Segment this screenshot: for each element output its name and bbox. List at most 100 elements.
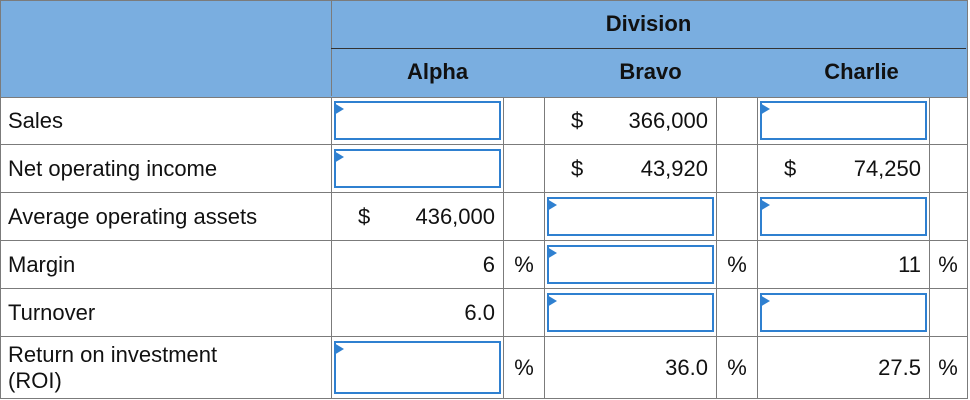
unit-cell [503, 193, 544, 240]
unit-cell: % [716, 337, 757, 398]
unit-cell [716, 289, 757, 336]
alpha-input[interactable] [334, 101, 501, 140]
currency-symbol: $ [571, 155, 584, 181]
table-row: Net operating income $43,920 $74,250 [0, 145, 968, 193]
unit-cell [716, 97, 757, 144]
currency-symbol: $ [571, 107, 584, 133]
percent-sign: % [514, 251, 534, 277]
currency-symbol: $ [784, 155, 797, 181]
alpha-input[interactable] [334, 341, 501, 394]
percent-sign [717, 193, 757, 240]
value: 74,250 [853, 155, 921, 181]
percent-sign [504, 97, 544, 144]
unit-cell: % [929, 241, 966, 288]
charlie-input[interactable] [760, 293, 927, 332]
table-row: Return on investment (ROI)% 36.0% 27.5% [0, 337, 968, 399]
charlie-cell: 11 [757, 241, 929, 288]
table-row: Margin 6%% 11% [0, 241, 968, 289]
alpha-input[interactable] [334, 149, 501, 188]
table-header [0, 0, 968, 98]
charlie-cell[interactable] [757, 193, 929, 240]
charlie-cell[interactable] [757, 97, 929, 144]
alpha-cell[interactable] [331, 97, 503, 144]
table-row: Turnover 6.0 [0, 289, 968, 337]
percent-sign: % [938, 251, 958, 277]
percent-sign: % [514, 354, 534, 380]
percent-sign [930, 193, 966, 240]
row-label: Net operating income [0, 145, 323, 192]
unit-cell [503, 145, 544, 192]
unit-cell [716, 145, 757, 192]
charlie-input[interactable] [760, 197, 927, 236]
value: 36.0 [665, 354, 708, 380]
row-border [967, 145, 968, 192]
unit-cell [503, 289, 544, 336]
bravo-cell: $366,000 [544, 97, 716, 144]
row-border [967, 97, 968, 144]
row-label: Sales [0, 97, 323, 144]
percent-sign [930, 145, 966, 192]
row-border [967, 289, 968, 336]
percent-sign [717, 97, 757, 144]
row-label: Average operating assets [0, 193, 323, 240]
unit-cell: % [716, 241, 757, 288]
unit-cell: % [503, 241, 544, 288]
charlie-cell: 27.5 [757, 337, 929, 398]
percent-sign [504, 145, 544, 192]
percent-sign [930, 97, 966, 144]
alpha-cell: 6 [331, 241, 503, 288]
unit-cell [716, 193, 757, 240]
column-alpha: Alpha [406, 59, 469, 84]
value: 43,920 [640, 155, 708, 181]
row-label: Turnover [0, 289, 323, 336]
charlie-input[interactable] [760, 101, 927, 140]
value: 6 [482, 251, 495, 277]
bravo-cell[interactable] [544, 289, 716, 336]
alpha-cell[interactable] [331, 337, 503, 398]
bravo-cell: $43,920 [544, 145, 716, 192]
charlie-cell: $74,250 [757, 145, 929, 192]
column-charlie: Charlie [824, 59, 899, 84]
row-label: Return on investment (ROI) [0, 337, 323, 398]
unit-cell [929, 289, 966, 336]
bravo-input[interactable] [547, 197, 714, 236]
row-border [967, 193, 968, 240]
value: 6.0 [464, 299, 495, 325]
row-border [967, 241, 968, 288]
unit-cell [503, 97, 544, 144]
percent-sign [717, 145, 757, 192]
table-row: Sales $366,000 [0, 97, 968, 145]
row-label: Margin [0, 241, 323, 288]
unit-cell: % [503, 337, 544, 398]
percent-sign [504, 193, 544, 240]
table-row: Average operating assets $436,000 [0, 193, 968, 241]
alpha-cell: $436,000 [331, 193, 503, 240]
alpha-cell: 6.0 [331, 289, 503, 336]
bravo-cell: 36.0 [544, 337, 716, 398]
percent-sign [504, 289, 544, 336]
bravo-cell[interactable] [544, 241, 716, 288]
value: 11 [898, 251, 921, 277]
column-bravo: Bravo [619, 59, 682, 84]
bravo-input[interactable] [547, 293, 714, 332]
unit-cell: % [929, 337, 966, 398]
value: 27.5 [878, 354, 921, 380]
division-header: Division [331, 0, 966, 49]
unit-cell [929, 193, 966, 240]
unit-cell [929, 145, 966, 192]
percent-sign [930, 289, 966, 336]
row-border [967, 337, 968, 398]
percent-sign [717, 289, 757, 336]
bravo-cell[interactable] [544, 193, 716, 240]
bravo-input[interactable] [547, 245, 714, 284]
unit-cell [929, 97, 966, 144]
charlie-cell[interactable] [757, 289, 929, 336]
currency-symbol: $ [358, 203, 371, 229]
alpha-cell[interactable] [331, 145, 503, 192]
value: 436,000 [415, 203, 495, 229]
value: 366,000 [628, 107, 708, 133]
percent-sign: % [727, 354, 747, 380]
percent-sign: % [938, 354, 958, 380]
percent-sign: % [727, 251, 747, 277]
